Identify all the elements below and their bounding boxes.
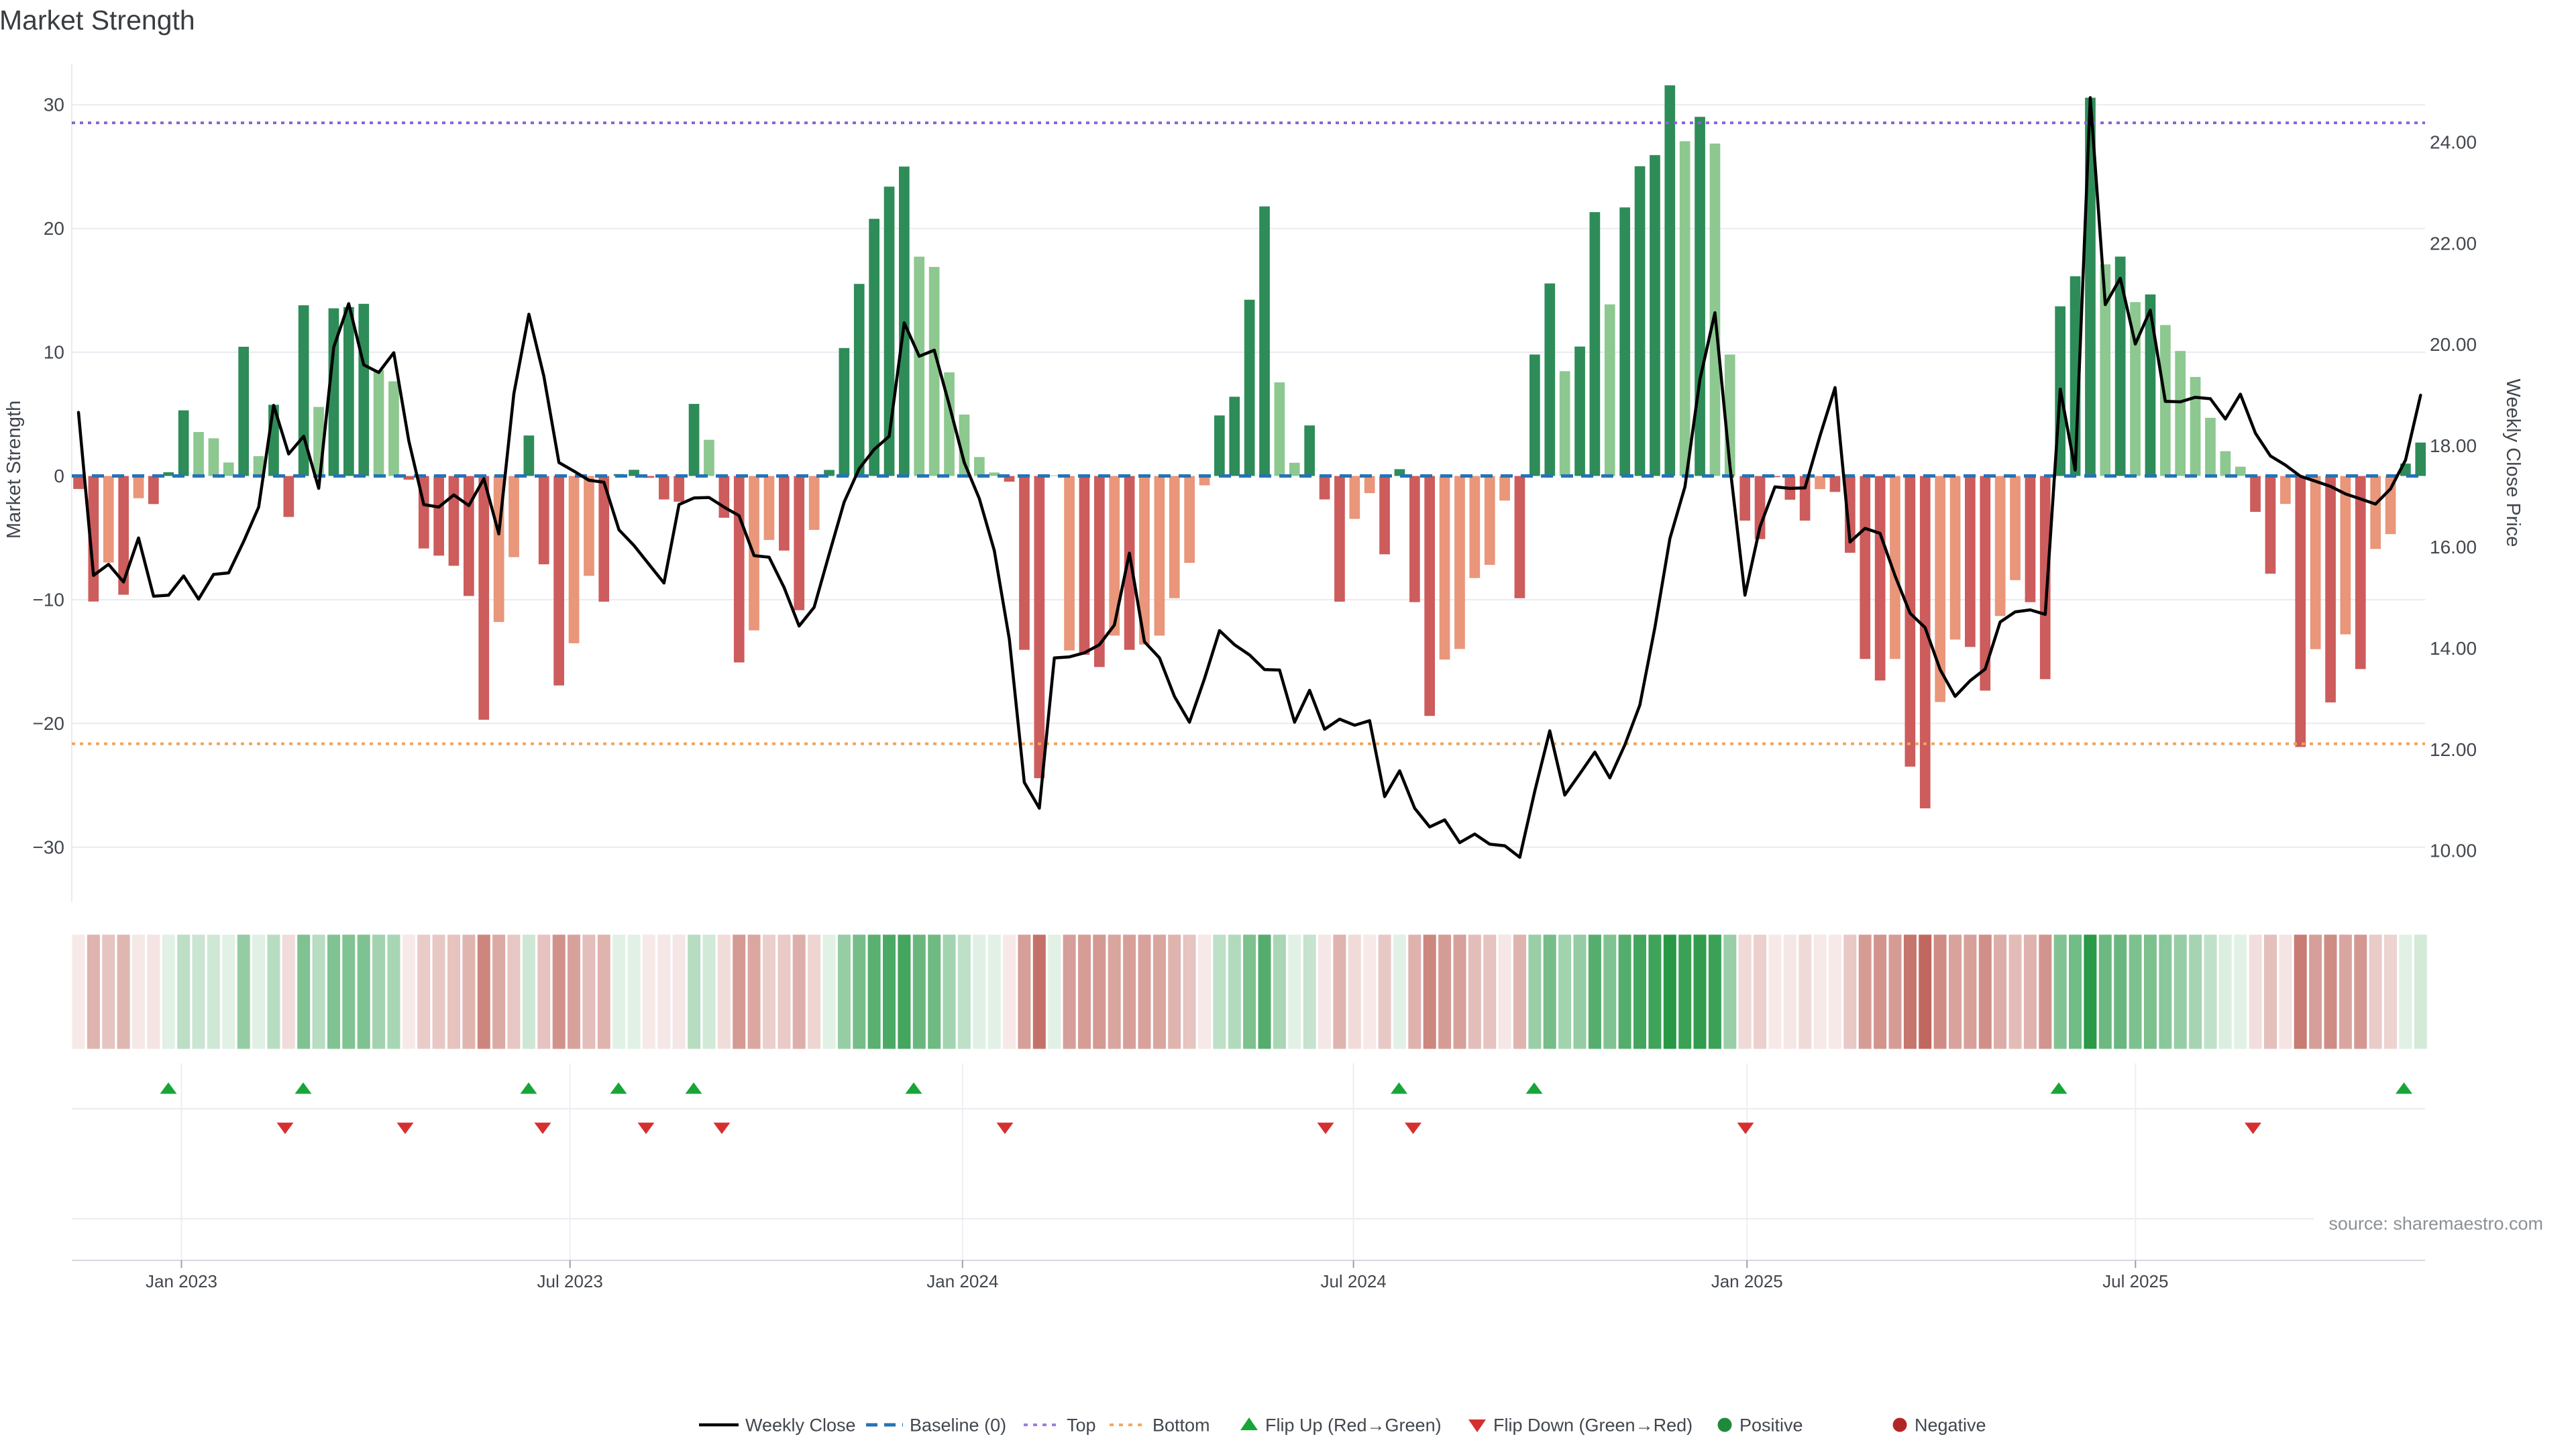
svg-text:Jan 2025: Jan 2025 [1711, 1271, 1783, 1291]
svg-text:−20: −20 [33, 713, 65, 734]
svg-text:10: 10 [44, 342, 64, 363]
svg-text:Weekly Close: Weekly Close [745, 1415, 856, 1436]
svg-text:0: 0 [54, 466, 64, 486]
svg-text:16.00: 16.00 [2430, 537, 2477, 557]
svg-text:Jul 2023: Jul 2023 [537, 1271, 603, 1291]
svg-text:Baseline (0): Baseline (0) [910, 1415, 1006, 1436]
svg-text:Bottom: Bottom [1152, 1415, 1210, 1436]
svg-text:Market Strength: Market Strength [3, 400, 25, 539]
svg-text:30: 30 [44, 95, 64, 115]
svg-text:Flip Down (Green→Red): Flip Down (Green→Red) [1493, 1415, 1693, 1436]
svg-text:Jul 2025: Jul 2025 [2102, 1271, 2168, 1291]
svg-text:Jan 2024: Jan 2024 [926, 1271, 998, 1291]
svg-text:−10: −10 [33, 590, 65, 610]
svg-text:−30: −30 [33, 837, 65, 857]
svg-text:Weekly Close Price: Weekly Close Price [2502, 379, 2524, 547]
svg-text:Positive: Positive [1739, 1415, 1803, 1436]
svg-text:source: sharemaestro.com: source: sharemaestro.com [2328, 1214, 2543, 1234]
svg-text:Jan 2023: Jan 2023 [146, 1271, 217, 1291]
svg-text:22.00: 22.00 [2430, 233, 2477, 254]
svg-text:14.00: 14.00 [2430, 638, 2477, 659]
svg-text:Jul 2024: Jul 2024 [1320, 1271, 1386, 1291]
svg-text:Flip Up (Red→Green): Flip Up (Red→Green) [1265, 1415, 1442, 1436]
svg-text:10.00: 10.00 [2430, 841, 2477, 861]
svg-text:Negative: Negative [1915, 1415, 1986, 1436]
svg-text:24.00: 24.00 [2430, 131, 2477, 152]
svg-text:20: 20 [44, 218, 64, 239]
svg-text:18.00: 18.00 [2430, 435, 2477, 456]
svg-text:20.00: 20.00 [2430, 334, 2477, 355]
svg-text:12.00: 12.00 [2430, 739, 2477, 760]
svg-text:Market Strength: Market Strength [0, 5, 195, 36]
svg-text:Top: Top [1067, 1415, 1096, 1436]
